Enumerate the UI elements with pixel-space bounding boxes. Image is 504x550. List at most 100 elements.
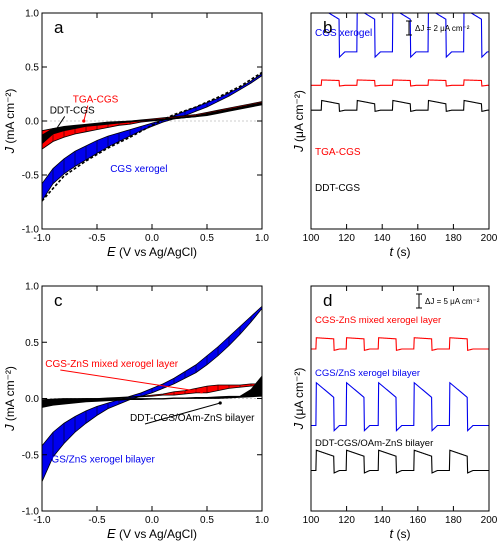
- plot-area-b: [311, 13, 489, 113]
- y-tick-label: 1.0: [25, 282, 39, 293]
- y-tick-label: 0.5: [25, 338, 39, 349]
- x-axis-var: t: [390, 244, 395, 259]
- x-axis-var: E: [107, 526, 116, 541]
- x-axis-label: E (V vs Ag/AgCl): [107, 244, 197, 259]
- x-tick-label: 0.5: [200, 515, 214, 526]
- y-tick-label: 0.0: [25, 117, 39, 128]
- label-d-bilayer: CGS/ZnS xerogel bilayer: [315, 368, 420, 379]
- y-tick-label: 0.0: [25, 394, 39, 405]
- panel-label: a: [54, 18, 64, 37]
- panel-label: d: [323, 291, 332, 310]
- x-tick-label: -0.5: [88, 515, 106, 526]
- plot-area-a: [42, 71, 262, 202]
- x-axis-unit: (s): [393, 245, 410, 259]
- trace-d-0: [311, 337, 489, 352]
- x-tick-label: 120: [338, 233, 355, 244]
- x-tick-label: 200: [481, 515, 498, 526]
- x-tick-label: 100: [303, 233, 320, 244]
- plot-frame-d: [310, 285, 490, 512]
- panel-label: b: [323, 18, 332, 37]
- plot-area-c: [42, 305, 262, 482]
- label-b-cgs: CGS xerogel: [315, 28, 372, 39]
- x-tick-label: 180: [445, 515, 462, 526]
- y-tick-label: 1.0: [25, 9, 39, 20]
- y-tick-label: -0.5: [22, 450, 40, 461]
- y-axis-unit: (μA cm⁻²): [292, 90, 306, 145]
- series-band-a-0: [42, 72, 262, 202]
- y-axis-var: J: [291, 422, 306, 430]
- x-tick-label: 180: [445, 233, 462, 244]
- x-tick-label: 160: [409, 233, 426, 244]
- annotation-a-0: TGA-CGS: [73, 95, 119, 106]
- trace-b-2: [311, 99, 489, 113]
- y-tick-label: -0.5: [22, 171, 40, 182]
- plot-frame-b: [310, 12, 490, 230]
- x-tick-label: 200: [481, 233, 498, 244]
- trace-b-1: [311, 79, 489, 87]
- annotation-arrow-a-1: [54, 116, 66, 131]
- x-tick-label: -1.0: [33, 233, 51, 244]
- dashed-envelope: [42, 71, 262, 202]
- x-tick-label: 120: [338, 515, 355, 526]
- x-tick-label: 0.5: [200, 233, 214, 244]
- trace-d-2: [311, 449, 489, 474]
- label-b-ddt: DDT-CGS: [315, 183, 360, 194]
- x-axis-label: E (V vs Ag/AgCl): [107, 526, 197, 541]
- y-axis-var: J: [2, 424, 17, 432]
- panel-b: CGS xerogel TGA-CGS DDT-CGS ΔJ = 2 μA cm⁻² 1…: [291, 12, 498, 259]
- x-tick-label: -1.0: [33, 515, 51, 526]
- annotation-c-2: CGS/ZnS xerogel bilayer: [44, 455, 155, 466]
- x-axis-var: t: [390, 526, 395, 541]
- y-axis-unit: (mA cm⁻²): [3, 89, 17, 147]
- x-axis-unit: (s): [393, 527, 410, 541]
- label-d-mixed: CGS-ZnS mixed xerogel layer: [315, 315, 441, 326]
- y-axis-unit: (μA cm⁻²): [292, 368, 306, 423]
- x-axis-label: t (s): [390, 244, 411, 259]
- x-tick-label: 160: [409, 515, 426, 526]
- x-tick-label: 0.0: [145, 515, 159, 526]
- x-tick-label: 1.0: [255, 233, 269, 244]
- scale-bar-label: ΔJ = 5 μA cm⁻²: [425, 297, 480, 306]
- arrow-head-c-1: [218, 401, 222, 405]
- arrow-head-a-1: [53, 129, 57, 133]
- annotation-arrow-c-1: [144, 402, 221, 425]
- y-axis-label: J (μA cm⁻²): [291, 90, 306, 153]
- annotation-a-1: DDT-CGS: [50, 105, 95, 116]
- annotation-c-0: CGS-ZnS mixed xerogel layer: [45, 359, 178, 370]
- y-axis-label: J (mA cm⁻²): [2, 89, 17, 155]
- x-axis-label: t (s): [390, 526, 411, 541]
- x-tick-label: 0.0: [145, 233, 159, 244]
- x-tick-label: 140: [374, 233, 391, 244]
- trace-d-1: [311, 381, 489, 432]
- annotation-arrow-c-0: [60, 369, 202, 393]
- annotation-a-2: CGS xerogel: [110, 164, 167, 175]
- label-d-ddt: DDT-CGS/OAm-ZnS bilayer: [315, 438, 433, 449]
- y-tick-label: 0.5: [25, 63, 39, 74]
- panel-label: c: [54, 291, 63, 310]
- scale-bar-label: ΔJ = 2 μA cm⁻²: [415, 24, 470, 33]
- panel-d: CGS-ZnS mixed xerogel layer CGS/ZnS xerog…: [291, 285, 498, 541]
- trace-b-0: [327, 13, 489, 59]
- panel-c: CGS-ZnS mixed xerogel layer DDT-CGS/OAm-Z…: [2, 282, 269, 542]
- annotation-c-1: DDT-CGS/OAm-ZnS bilayer: [130, 413, 255, 424]
- label-b-tga: TGA-CGS: [315, 147, 361, 158]
- plot-area-d: [311, 337, 489, 474]
- y-axis-label: J (μA cm⁻²): [291, 368, 306, 431]
- annotation-arrow-a-0: [83, 105, 89, 122]
- y-axis-var: J: [291, 145, 306, 153]
- y-axis-label: J (mA cm⁻²): [2, 366, 17, 432]
- x-axis-var: E: [107, 244, 116, 259]
- x-tick-label: -0.5: [88, 233, 106, 244]
- x-tick-label: 1.0: [255, 515, 269, 526]
- y-tick-label: -1.0: [22, 225, 40, 236]
- x-tick-label: 100: [303, 515, 320, 526]
- y-tick-label: -1.0: [22, 507, 40, 518]
- x-axis-unit: (V vs Ag/AgCl): [116, 527, 197, 541]
- x-tick-label: 140: [374, 515, 391, 526]
- arrow-head-a-0: [82, 119, 86, 123]
- y-axis-var: J: [2, 146, 17, 154]
- y-axis-unit: (mA cm⁻²): [3, 366, 17, 424]
- x-axis-unit: (V vs Ag/AgCl): [116, 245, 197, 259]
